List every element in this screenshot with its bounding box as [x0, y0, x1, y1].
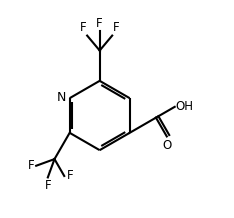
Text: F: F — [66, 169, 73, 182]
Text: N: N — [56, 91, 66, 104]
Text: F: F — [44, 179, 51, 192]
Text: O: O — [162, 139, 171, 152]
Text: F: F — [27, 159, 34, 172]
Text: OH: OH — [176, 100, 194, 113]
Text: F: F — [113, 22, 120, 34]
Text: F: F — [79, 22, 86, 34]
Text: F: F — [96, 17, 103, 30]
